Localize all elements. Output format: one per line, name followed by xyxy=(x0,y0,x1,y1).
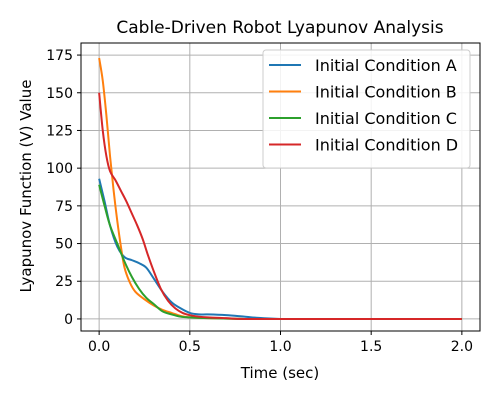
legend-label: Initial Condition B xyxy=(315,83,457,102)
chart-title: Cable-Driven Robot Lyapunov Analysis xyxy=(116,18,443,38)
legend-box xyxy=(262,49,471,169)
y-tick-label: 150 xyxy=(46,86,73,102)
y-tick-label: 100 xyxy=(46,161,73,177)
y-tick-label: 75 xyxy=(55,199,73,215)
y-tick-label: 50 xyxy=(55,237,73,253)
x-tick-label: 2.0 xyxy=(451,339,473,355)
x-tick-label: 1.0 xyxy=(269,339,291,355)
x-axis-label: Time (sec) xyxy=(240,364,319,382)
y-axis-label: Lyapunov Function (V) Value xyxy=(17,80,35,293)
y-tick-label: 25 xyxy=(55,274,73,290)
series-layer xyxy=(98,57,462,320)
x-tick-label: 0.0 xyxy=(88,339,110,355)
y-axis-ticks: 0 25 50 75 100 125 150 175 xyxy=(46,48,81,328)
y-tick-label: 125 xyxy=(46,123,73,139)
x-axis-ticks: 0.0 0.5 1.0 1.5 2.0 xyxy=(88,331,473,355)
y-tick-label: 0 xyxy=(64,312,73,328)
legend-label: Initial Condition A xyxy=(315,56,457,75)
legend-label: Initial Condition D xyxy=(315,136,458,155)
x-tick-label: 1.5 xyxy=(360,339,382,355)
y-tick-label: 175 xyxy=(46,48,73,64)
x-tick-label: 0.5 xyxy=(179,339,201,355)
legend: Initial Condition A Initial Condition B In… xyxy=(262,49,471,169)
legend-label: Initial Condition C xyxy=(315,109,457,128)
series-line-d xyxy=(98,92,462,320)
